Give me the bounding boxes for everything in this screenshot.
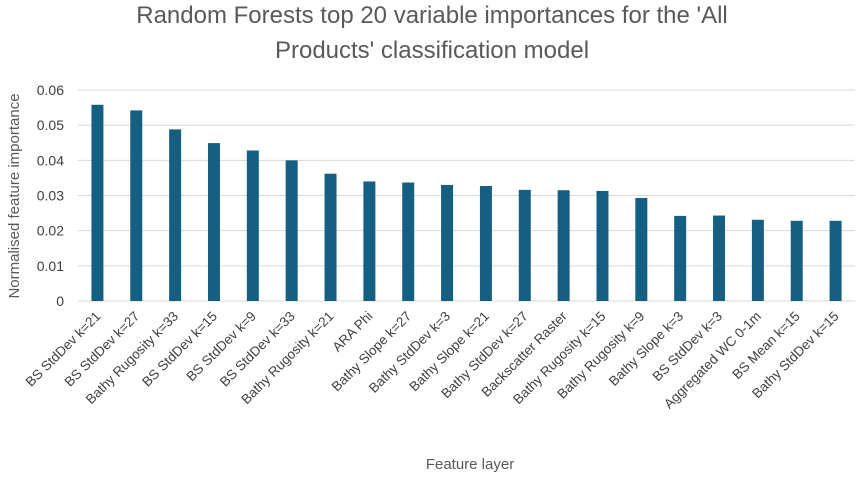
y-axis-label: Normalised feature importance [6, 93, 23, 298]
x-tick-label: BS StdDev k=3 [650, 309, 726, 385]
bar [246, 150, 259, 301]
y-tick-label: 0 [56, 293, 64, 309]
y-tick-label: 0.02 [37, 223, 64, 239]
bar [751, 219, 764, 301]
bar [207, 143, 220, 301]
y-tick-label: 0.04 [37, 152, 64, 168]
bar [596, 190, 609, 301]
chart-title-line-2: Products' classification model [275, 37, 589, 64]
x-tick-label: BS Mean k=15 [729, 309, 802, 382]
bar [674, 215, 687, 301]
bar [363, 181, 376, 301]
bars [91, 104, 842, 302]
bar [557, 190, 570, 301]
bar [130, 110, 143, 301]
y-tick-label: 0.03 [37, 188, 64, 204]
bar [441, 184, 454, 301]
gridlines [78, 89, 855, 302]
y-tick-label: 0.01 [37, 258, 64, 274]
bar [829, 220, 842, 301]
y-tick-label: 0.05 [37, 117, 64, 133]
y-axis-ticks: 0 0.01 0.02 0.03 0.04 0.05 0.06 [37, 82, 64, 309]
bar [169, 129, 182, 301]
bar [285, 160, 298, 301]
bar [713, 215, 726, 301]
bar [479, 186, 492, 301]
x-tick-label: BS StdDev k=9 [183, 309, 259, 385]
bar [518, 189, 531, 301]
bar [91, 104, 104, 302]
bar [635, 197, 648, 301]
bar [402, 182, 415, 301]
y-tick-label: 0.06 [37, 82, 64, 98]
x-axis-label: Feature layer [426, 456, 514, 473]
bar [790, 220, 803, 301]
bar [324, 173, 337, 301]
chart-title-line-1: Random Forests top 20 variable importanc… [136, 2, 728, 29]
